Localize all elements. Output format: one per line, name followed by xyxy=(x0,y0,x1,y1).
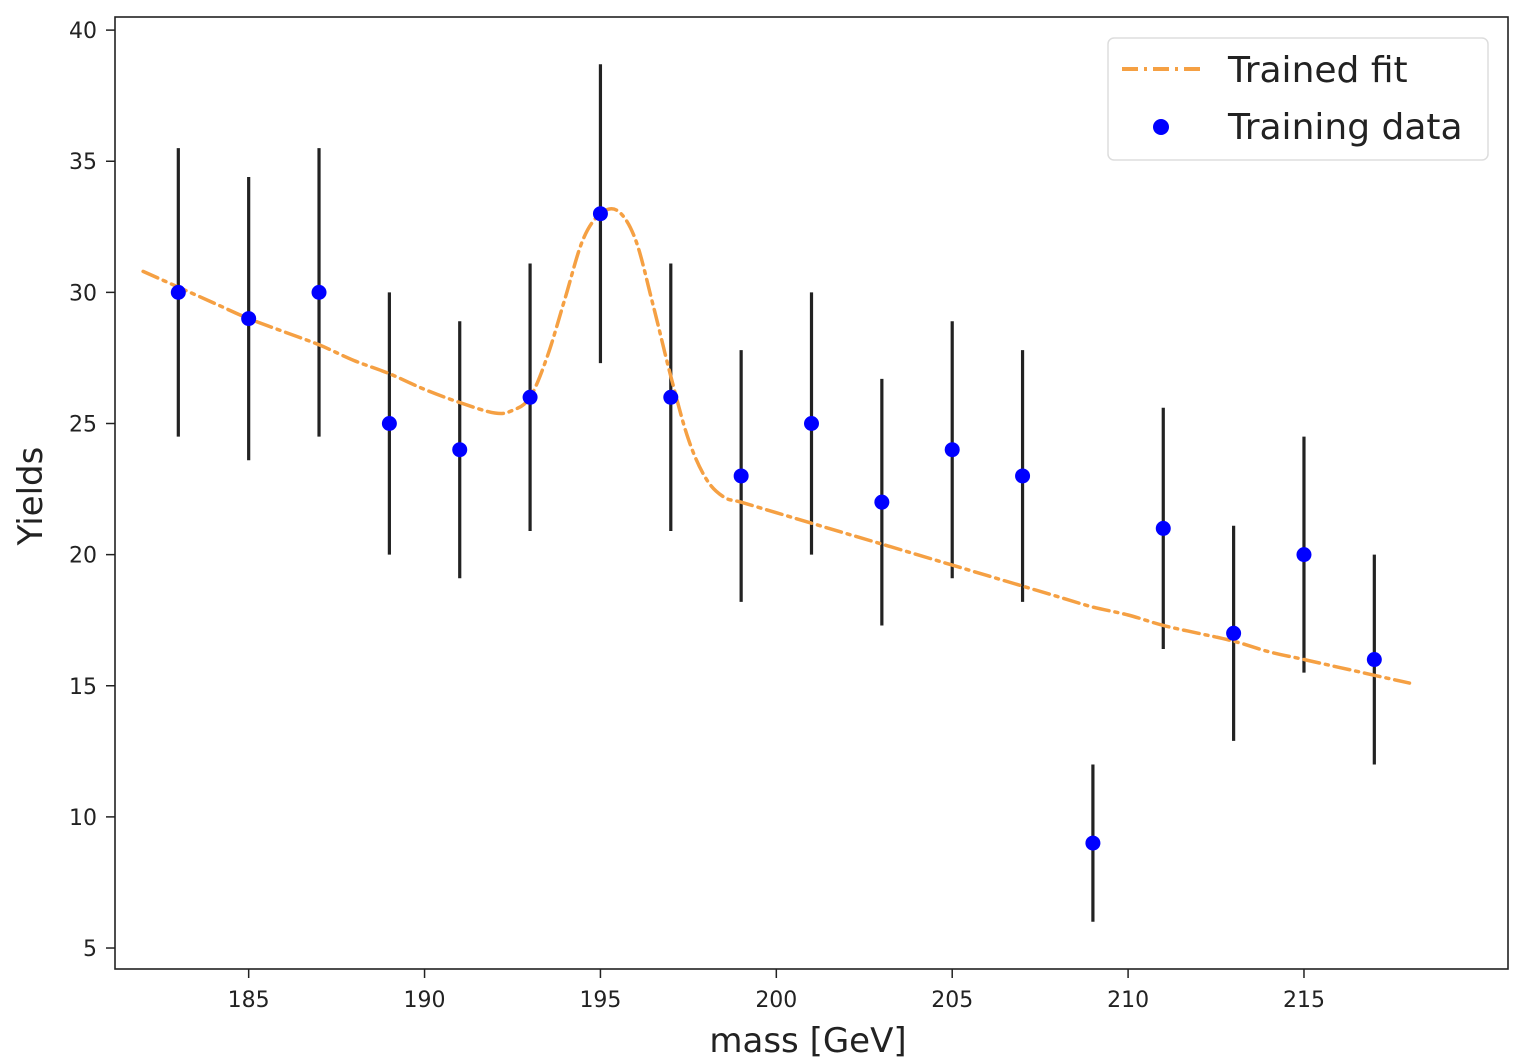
data-point xyxy=(733,468,749,484)
x-tick-label: 210 xyxy=(1107,988,1149,1013)
y-axis-ticks: 5 10 15 20 25 30 35 40 xyxy=(69,19,115,962)
data-point xyxy=(1296,547,1312,563)
data-point xyxy=(522,389,538,405)
x-tick-label: 190 xyxy=(404,988,446,1013)
data-points xyxy=(170,206,1382,851)
data-point xyxy=(663,389,679,405)
data-point xyxy=(381,416,397,432)
legend: Trained fit Training data xyxy=(1107,37,1489,161)
data-point xyxy=(1085,835,1101,851)
data-point xyxy=(1015,468,1031,484)
legend-data-swatch xyxy=(1153,119,1169,135)
legend-data-label: Training data xyxy=(1227,107,1463,148)
y-tick-label: 20 xyxy=(69,544,97,569)
x-axis-title: mass [GeV] xyxy=(709,1021,906,1061)
data-point xyxy=(1155,520,1171,536)
data-point xyxy=(452,442,468,458)
legend-box xyxy=(1107,37,1489,161)
y-tick-label: 30 xyxy=(69,281,97,306)
x-tick-label: 200 xyxy=(755,988,797,1013)
y-tick-label: 25 xyxy=(69,413,97,438)
y-tick-label: 10 xyxy=(69,806,97,831)
y-tick-label: 5 xyxy=(83,937,97,962)
y-tick-label: 15 xyxy=(69,675,97,700)
data-point xyxy=(241,311,257,327)
x-tick-label: 185 xyxy=(228,988,270,1013)
data-point xyxy=(874,494,890,510)
x-axis-ticks: 185 190 195 200 205 210 215 xyxy=(228,969,1325,1013)
data-point xyxy=(592,206,608,222)
data-point xyxy=(170,284,186,300)
x-tick-label: 215 xyxy=(1283,988,1325,1013)
y-tick-label: 40 xyxy=(69,19,97,44)
x-tick-label: 205 xyxy=(931,988,973,1013)
data-point xyxy=(1366,652,1382,668)
data-point xyxy=(1226,625,1242,641)
data-point xyxy=(804,416,819,432)
legend-fit-label: Trained fit xyxy=(1227,50,1408,91)
x-tick-label: 195 xyxy=(579,988,621,1013)
data-point xyxy=(944,442,960,458)
fit-layer xyxy=(141,206,1412,685)
y-axis-title: Yields xyxy=(11,447,51,547)
fit-line xyxy=(141,206,1412,685)
data-point xyxy=(311,284,327,300)
y-tick-label: 35 xyxy=(69,150,97,175)
plot-frame xyxy=(114,16,1509,970)
